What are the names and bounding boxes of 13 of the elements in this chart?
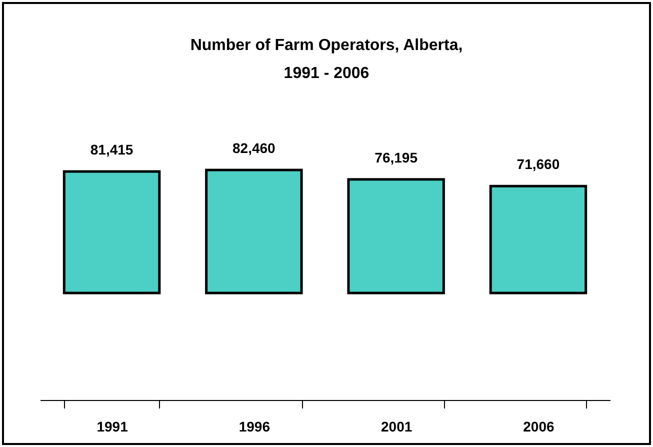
x-tick-label: 2006	[523, 418, 554, 434]
bar	[347, 178, 445, 294]
data-label: 71,660	[516, 156, 560, 172]
data-label: 82,460	[232, 140, 276, 156]
chart-title: Number of Farm Operators, Alberta, 1991 - 2006	[189, 36, 464, 84]
x-tick-label: 1991	[96, 418, 128, 434]
bar	[489, 184, 588, 294]
bar	[205, 168, 303, 294]
x-tick-label: 1996	[238, 418, 270, 434]
bar	[62, 170, 161, 294]
data-label: 81,415	[90, 142, 134, 158]
x-tick-label: 2001	[380, 418, 412, 434]
data-label: 76,195	[374, 149, 418, 166]
